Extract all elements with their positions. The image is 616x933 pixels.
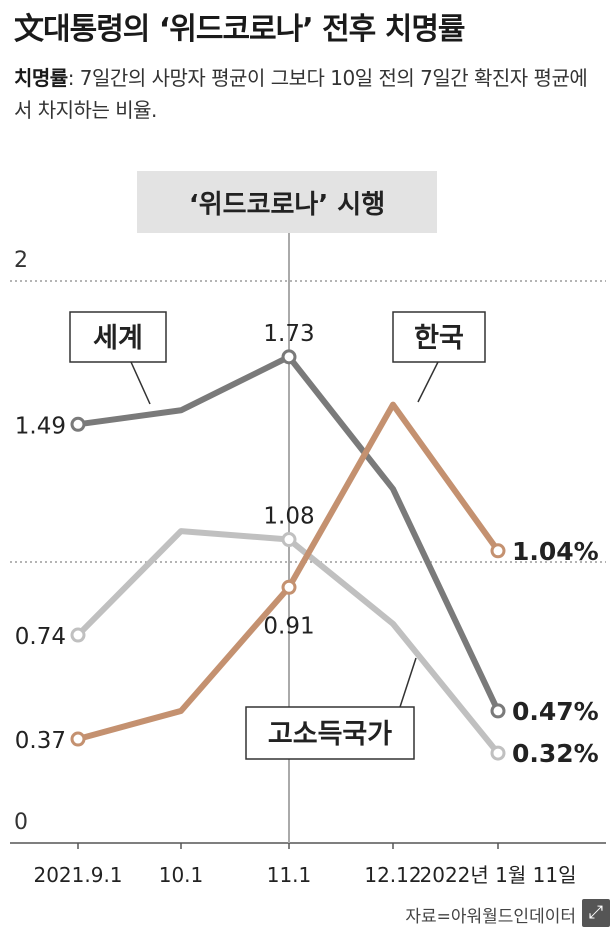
data-label: 0.47% — [512, 697, 599, 726]
y-tick-label: 0 — [14, 810, 28, 835]
legend-box — [69, 311, 167, 363]
x-tick-label: 10.1 — [159, 863, 204, 887]
data-point — [490, 745, 506, 761]
chart-title: 文대통령의 ‘위드코로나’ 전후 치명률 — [14, 12, 466, 47]
event-label-box — [137, 171, 437, 233]
data-label: 1.08 — [263, 504, 314, 530]
data-label: 1.04% — [512, 537, 599, 566]
description-text: : 7일간의 사망자 평균이 그보다 10일 전의 7일간 확진자 평균에서 차… — [14, 66, 588, 122]
legend-leader — [130, 361, 151, 405]
legend-leader — [417, 361, 439, 403]
x-tick-label: 11.1 — [267, 863, 312, 887]
y-tick-label: 2 — [14, 248, 28, 273]
legend-box — [392, 311, 486, 363]
data-label: 1.73 — [263, 321, 314, 347]
data-label: 0.74 — [15, 624, 66, 650]
data-point — [281, 579, 297, 595]
data-label: 1.49 — [15, 413, 66, 439]
event-label: ‘위드코로나’ 시행 — [189, 190, 385, 220]
data-point — [490, 703, 506, 719]
legend-label: 세계 — [93, 323, 143, 354]
data-label: 0.91 — [263, 613, 314, 639]
data-point — [70, 627, 86, 643]
description-term: 치명률 — [14, 66, 68, 90]
data-point — [70, 731, 86, 747]
data-point — [490, 543, 506, 559]
data-point — [281, 349, 297, 365]
source-note: 자료=아워월드인데이터 — [405, 907, 576, 927]
legend-box — [245, 706, 415, 760]
x-tick-label: 12.12 — [364, 863, 421, 887]
x-tick-label: 2021.9.1 — [33, 863, 122, 887]
legend-leader — [399, 657, 417, 708]
expand-icon[interactable]: ⤢ — [582, 899, 610, 927]
data-label: 0.32% — [512, 739, 599, 768]
legend-label: 고소득국가 — [268, 719, 392, 750]
data-point — [281, 532, 297, 548]
data-point — [70, 416, 86, 432]
chart-description: 치명률: 7일간의 사망자 평균이 그보다 10일 전의 7일간 확진자 평균에… — [14, 62, 604, 126]
x-tick-label: 2022년 1월 11일 — [420, 863, 577, 887]
legend-label: 한국 — [414, 323, 464, 354]
data-label: 0.37 — [15, 728, 66, 754]
